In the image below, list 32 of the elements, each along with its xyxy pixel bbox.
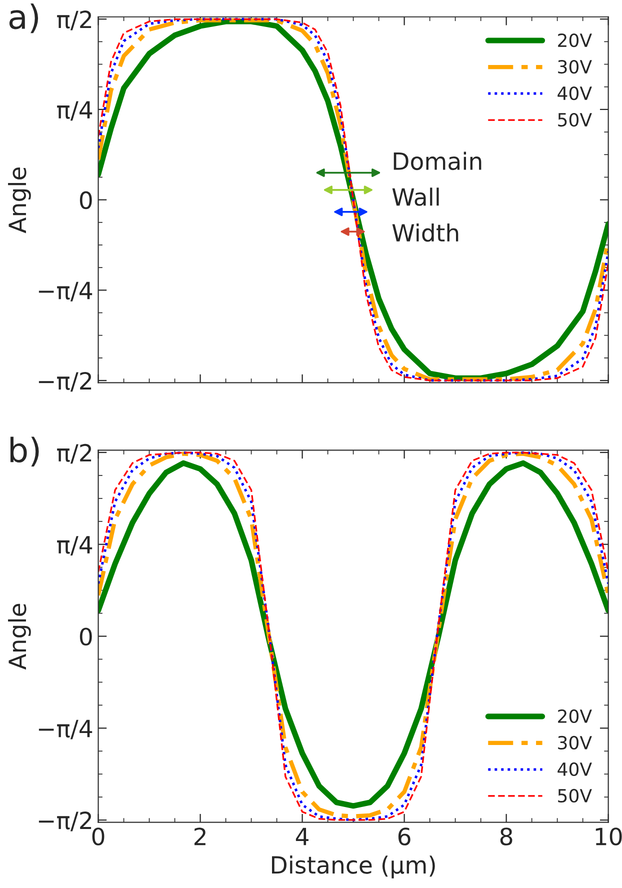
x-axis-title: Distance (μm)	[272, 856, 435, 878]
x-tick-label: 8	[500, 828, 512, 846]
legend-label: 20V	[558, 33, 592, 48]
text: b)	[10, 436, 39, 466]
x-tick-label: 6	[398, 828, 410, 846]
y-tick-label: −π/2	[38, 811, 92, 832]
x-tick-label: 10	[596, 828, 622, 846]
y-tick-label: π/4	[57, 536, 92, 556]
legend-label: 50V	[558, 112, 592, 127]
y-tick-label: 0	[80, 191, 92, 210]
annotation: Domain	[394, 152, 482, 170]
text: a)	[9, 3, 38, 34]
annotation: Width	[392, 223, 458, 242]
x-tick-label: 2	[194, 828, 206, 846]
legend-label: 40V	[558, 86, 592, 100]
annotation: Wall	[392, 188, 439, 206]
y-tick-label: π/2	[57, 10, 92, 30]
y-tick-label: 0	[80, 628, 92, 646]
legend-label: 20V	[558, 709, 592, 724]
y-axis-title: Angle	[8, 604, 31, 670]
y-tick-label: −π/2	[38, 372, 92, 392]
y-tick-label: −π/4	[38, 720, 92, 740]
x-tick-label: 0	[92, 828, 104, 846]
legend-label: 40V	[558, 762, 592, 776]
y-tick-label: −π/4	[38, 282, 92, 302]
y-tick-label: π/4	[57, 101, 92, 121]
y-tick-label: π/2	[57, 444, 92, 464]
legend-label: 30V	[558, 60, 592, 74]
x-tick-label: 4	[296, 828, 308, 846]
y-axis-title: Angle	[8, 167, 31, 234]
legend-label: 30V	[558, 736, 592, 750]
legend-label: 50V	[558, 788, 592, 803]
